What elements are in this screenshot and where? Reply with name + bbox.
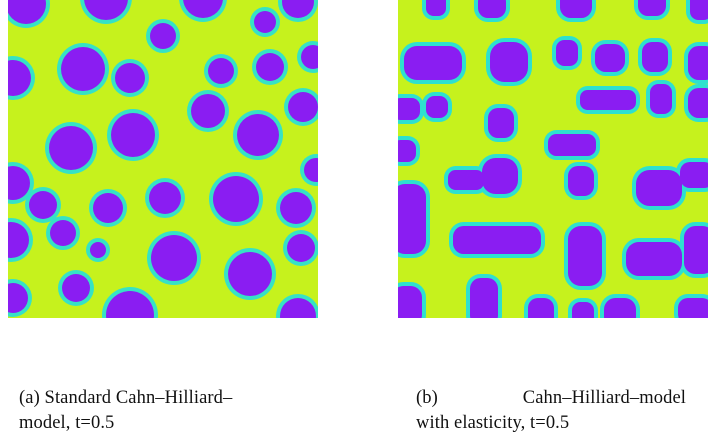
- droplet: [287, 234, 315, 262]
- precipitate: [470, 278, 498, 318]
- droplet: [191, 94, 225, 128]
- precipitate: [404, 46, 462, 80]
- precipitate: [528, 298, 554, 318]
- panel-a-caption: (a) Standard Cahn–Hilliard– model, t=0.5: [19, 386, 319, 436]
- panel-b-caption-line-1-text: Cahn–Hilliard–model: [522, 388, 686, 408]
- panel-b-caption-label: (b): [416, 388, 438, 408]
- precipitate: [568, 166, 594, 196]
- precipitate: [636, 170, 682, 206]
- precipitate: [398, 98, 420, 120]
- droplet: [280, 192, 312, 224]
- droplet: [304, 158, 318, 182]
- droplet: [150, 23, 176, 49]
- droplet: [213, 176, 259, 222]
- precipitate: [560, 0, 592, 18]
- precipitate: [448, 170, 484, 190]
- droplet: [90, 242, 106, 258]
- droplet: [151, 235, 197, 281]
- droplet: [29, 191, 57, 219]
- precipitate: [488, 108, 514, 138]
- droplet: [49, 126, 93, 170]
- panel-a-caption-line-1: (a) Standard Cahn–Hilliard–: [19, 388, 233, 408]
- droplet: [62, 274, 90, 302]
- droplet: [208, 58, 234, 84]
- precipitate: [398, 184, 426, 254]
- droplet: [111, 113, 155, 157]
- droplet: [84, 0, 128, 20]
- panel-a-caption-line-2: model, t=0.5: [19, 413, 115, 433]
- precipitate: [580, 90, 636, 110]
- panel-b-caption-line-1: (b) Cahn–Hilliard–model: [416, 386, 686, 411]
- precipitate: [572, 302, 594, 318]
- droplet: [93, 193, 123, 223]
- precipitate: [490, 42, 528, 82]
- droplet: [106, 291, 154, 318]
- precipitate: [642, 42, 668, 72]
- panel-b-caption: (b) Cahn–Hilliard–model with elasticity,…: [416, 386, 706, 436]
- panel-a-droplet-field: [8, 0, 318, 318]
- precipitate: [548, 134, 596, 156]
- panel-b-precipitate-field: [398, 0, 708, 318]
- droplet: [149, 182, 181, 214]
- precipitate: [680, 162, 708, 188]
- droplet: [8, 60, 31, 96]
- droplet: [237, 114, 279, 156]
- droplet: [228, 252, 272, 296]
- droplet: [61, 47, 105, 91]
- precipitate: [638, 0, 666, 16]
- droplet: [280, 298, 316, 318]
- precipitate: [398, 286, 422, 318]
- precipitate: [453, 226, 541, 254]
- droplet: [8, 166, 30, 200]
- panel-b-caption-line-2: with elasticity, t=0.5: [416, 413, 570, 433]
- droplet: [8, 283, 28, 313]
- droplet: [256, 53, 284, 81]
- droplet: [183, 0, 223, 18]
- precipitate: [650, 84, 672, 114]
- precipitate: [604, 298, 636, 318]
- droplet: [50, 220, 76, 246]
- precipitate: [595, 44, 625, 72]
- precipitate: [626, 242, 682, 276]
- precipitate: [482, 158, 518, 194]
- precipitate: [398, 140, 416, 162]
- precipitate: [690, 0, 708, 20]
- droplet: [282, 0, 314, 18]
- precipitate: [688, 88, 708, 118]
- droplet: [254, 11, 276, 33]
- panel-a-simulation-image: [8, 0, 318, 318]
- precipitate: [556, 40, 578, 66]
- precipitate: [568, 226, 602, 286]
- precipitate: [426, 96, 448, 118]
- precipitate: [684, 226, 708, 274]
- precipitate: [688, 46, 708, 80]
- droplet: [8, 222, 29, 258]
- panel-b-simulation-image: [398, 0, 708, 318]
- droplet: [8, 0, 46, 24]
- precipitate: [478, 0, 506, 18]
- precipitate: [678, 298, 708, 318]
- precipitate: [426, 0, 446, 16]
- droplet: [115, 63, 145, 93]
- droplet: [301, 45, 318, 69]
- droplet: [288, 92, 318, 122]
